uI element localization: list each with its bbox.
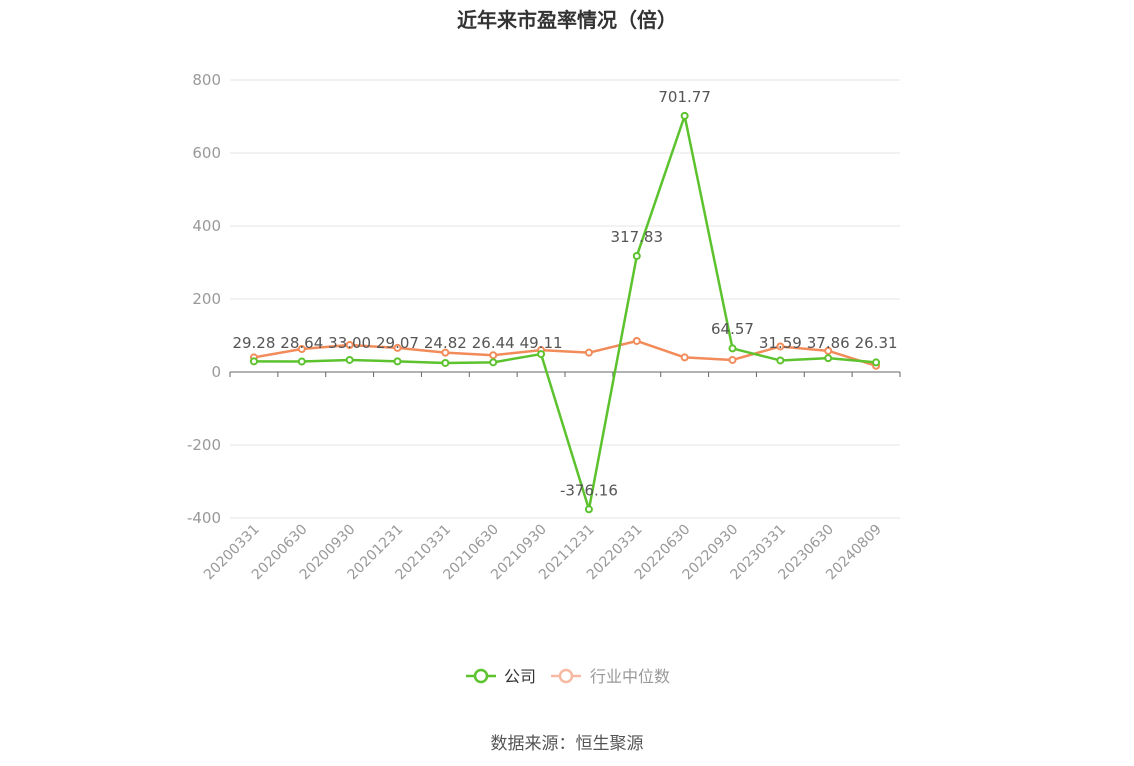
data-point-1 — [824, 346, 833, 355]
data-point-1 — [393, 343, 402, 352]
data-label: 29.28 — [232, 334, 275, 352]
data-point-1 — [776, 342, 785, 351]
data-point-1 — [489, 351, 498, 360]
data-label: 26.44 — [472, 334, 515, 352]
data-point-1 — [728, 355, 737, 364]
y-tick-label: -400 — [187, 509, 221, 527]
data-point-1 — [441, 348, 450, 357]
data-label: -376.16 — [560, 481, 618, 499]
y-tick-label: 600 — [192, 144, 221, 162]
data-point-0 — [249, 357, 258, 366]
series-line-1 — [253, 339, 877, 367]
series-line-0 — [253, 114, 877, 511]
data-point-1 — [632, 336, 641, 345]
data-point-0 — [537, 350, 546, 359]
data-label: 31.59 — [759, 334, 802, 352]
y-tick-label: 0 — [211, 363, 221, 381]
data-point-0 — [824, 354, 833, 363]
data-label: 33.00 — [328, 334, 371, 352]
data-point-0 — [584, 505, 593, 514]
data-point-1 — [297, 345, 306, 354]
y-tick-label: -200 — [187, 436, 221, 454]
data-point-0 — [489, 358, 498, 367]
source-note: 数据来源：恒生聚源 — [490, 734, 644, 754]
data-point-0 — [345, 355, 354, 364]
legend-marker[interactable] — [473, 668, 489, 684]
data-label: 26.31 — [855, 334, 898, 352]
data-label: 701.77 — [658, 88, 711, 106]
y-tick-label: 400 — [192, 217, 221, 235]
legend-marker[interactable] — [558, 668, 574, 684]
legend-label[interactable]: 公司 — [504, 667, 536, 686]
chart-title: 近年来市盈率情况（倍） — [457, 8, 677, 32]
data-label: 37.86 — [807, 334, 850, 352]
data-point-0 — [872, 358, 881, 367]
legend-label[interactable]: 行业中位数 — [590, 667, 670, 686]
data-label: 49.11 — [520, 334, 563, 352]
data-point-1 — [584, 348, 593, 357]
data-label: 28.64 — [280, 334, 323, 352]
data-label: 24.82 — [424, 334, 467, 352]
data-point-0 — [632, 251, 641, 260]
data-point-0 — [393, 357, 402, 366]
data-label: 29.07 — [376, 334, 419, 352]
data-point-0 — [776, 356, 785, 365]
data-point-1 — [680, 353, 689, 362]
data-point-0 — [680, 111, 689, 120]
data-label: 64.57 — [711, 320, 754, 338]
data-point-1 — [345, 340, 354, 349]
y-tick-label: 800 — [192, 71, 221, 89]
data-point-0 — [728, 344, 737, 353]
data-point-0 — [297, 357, 306, 366]
data-point-0 — [441, 358, 450, 367]
data-label: 317.83 — [611, 228, 664, 246]
y-tick-label: 200 — [192, 290, 221, 308]
